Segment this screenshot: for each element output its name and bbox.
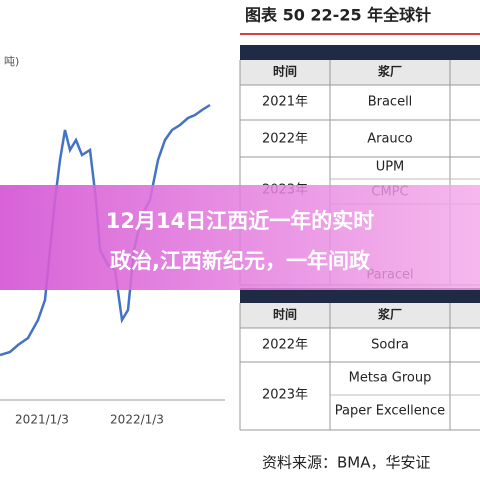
- mill-cell: Metsa Group: [349, 371, 432, 386]
- table-bar: [240, 288, 480, 303]
- mill-cell: Bracell: [368, 95, 413, 110]
- mill-cell: Sodra: [371, 338, 409, 353]
- table-header: 时间: [273, 307, 297, 322]
- overlay-text: 12月14日江西近一年的实时: [106, 209, 374, 233]
- mill-cell: Paper Excellence: [335, 404, 445, 419]
- mill-cell: UPM: [376, 160, 405, 175]
- x-label: 2022/1/3: [110, 413, 164, 427]
- table-header-bg: [240, 60, 480, 85]
- source: 资料来源：BMA，华安证: [262, 454, 431, 472]
- overlay-text: 政治,江西新纪元，一年间政: [110, 249, 371, 273]
- year-cell: 2022年: [262, 338, 308, 353]
- table-bar: [240, 45, 480, 60]
- overlay-band: [0, 185, 480, 290]
- year-cell: 2022年: [262, 132, 308, 147]
- table-header-bg: [240, 303, 480, 328]
- table-header: 浆厂: [377, 64, 402, 79]
- year-cell: 2021年: [262, 95, 308, 110]
- table-header: 浆厂: [377, 307, 402, 322]
- tables: 时间浆厂BracellAraucoUPMCMPCParacel2021年2022…: [239, 45, 480, 431]
- mill-cell: Arauco: [367, 132, 413, 147]
- figure-title: 图表 50 22-25 年全球针: [245, 6, 431, 25]
- table-header: 时间: [273, 64, 297, 79]
- x-label: 2021/1/3: [15, 413, 69, 427]
- year-cell: 2023年: [262, 388, 308, 403]
- unit-label: 吨): [4, 55, 19, 68]
